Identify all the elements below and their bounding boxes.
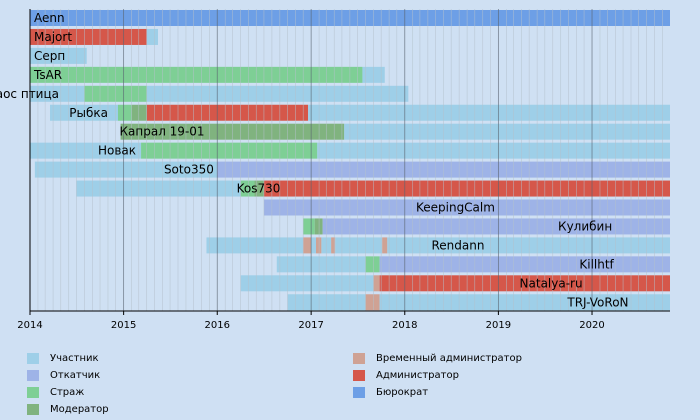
x-tick-label-2017: 2017 bbox=[298, 320, 323, 331]
legend-label-rollbacker: Откатчик bbox=[50, 370, 101, 381]
bar-Капрал 19-01-participant-1 bbox=[344, 123, 670, 140]
user-label-Killhtf: Killhtf bbox=[579, 257, 614, 271]
legend-label-admin: Администратор bbox=[376, 370, 459, 381]
user-label-Новак: Новак bbox=[98, 144, 136, 158]
user-label-TsAR: TsAR bbox=[33, 68, 62, 82]
user-label-Majort: Majort bbox=[34, 30, 72, 44]
legend-swatch-bureaucrat bbox=[353, 387, 365, 398]
user-label-TRJ-VoRoN: TRJ-VoRoN bbox=[566, 295, 628, 309]
legend-item-temp_admin: Временный администратор bbox=[353, 353, 522, 364]
bar-Хаос птица-participant-2 bbox=[146, 85, 409, 102]
legend-label-moderator: Модератор bbox=[50, 404, 109, 415]
user-label-Rendann: Rendann bbox=[432, 238, 485, 252]
bar-Рыбка-participant-0 bbox=[50, 104, 118, 121]
bar-Кулибин-patroller-0 bbox=[303, 218, 315, 235]
user-label-Рыбка: Рыбка bbox=[69, 106, 108, 120]
bar-Рыбка-participant-4 bbox=[308, 104, 670, 121]
bar-Rendann-temp_admin-7 bbox=[382, 237, 388, 254]
bar-Кулибин-rollbacker-2 bbox=[322, 218, 670, 235]
legend-label-participant: Участник bbox=[50, 353, 99, 364]
legend-item-patroller: Страж bbox=[27, 387, 84, 398]
user-label-Серп: Серп bbox=[34, 49, 65, 63]
bar-Soto350-participant-0 bbox=[34, 161, 217, 178]
user-label-Natalya-ru: Natalya-ru bbox=[520, 276, 583, 290]
bar-Majort-participant-1 bbox=[146, 28, 158, 45]
x-tick-label-2014: 2014 bbox=[17, 320, 42, 331]
bar-Natalya-ru-participant-0 bbox=[240, 275, 374, 292]
bar-Rendann-participant-8 bbox=[387, 237, 670, 254]
user-label-Кулибин: Кулибин bbox=[558, 219, 612, 233]
bar-Rendann-temp_admin-5 bbox=[331, 237, 336, 254]
bar-Кулибин-moderator-1 bbox=[314, 218, 323, 235]
legend-swatch-temp_admin bbox=[353, 353, 365, 364]
legend-item-bureaucrat: Бюрократ bbox=[353, 387, 428, 398]
legend-label-temp_admin: Временный администратор bbox=[376, 353, 522, 364]
bar-Rendann-participant-6 bbox=[335, 237, 383, 254]
x-tick-label-2020: 2020 bbox=[579, 320, 604, 331]
bar-TRJ-VoRoN-participant-2 bbox=[379, 294, 670, 311]
bar-Killhtf-rollbacker-2 bbox=[379, 256, 670, 273]
legend-swatch-rollbacker bbox=[27, 370, 39, 381]
legend-swatch-moderator bbox=[27, 404, 39, 415]
bar-Хаос птица-participant-0 bbox=[30, 85, 85, 102]
legend-swatch-patroller bbox=[27, 387, 39, 398]
legend-item-moderator: Модератор bbox=[27, 404, 109, 415]
bar-Natalya-ru-admin-2 bbox=[379, 275, 670, 292]
bar-Рыбка-moderator-2 bbox=[131, 104, 147, 121]
legend-item-participant: Участник bbox=[27, 353, 99, 364]
bar-Kos730-participant-0 bbox=[76, 180, 241, 197]
user-label-KeepingCalm: KeepingCalm bbox=[416, 201, 495, 215]
bar-Killhtf-patroller-1 bbox=[365, 256, 380, 273]
bar-Killhtf-participant-0 bbox=[276, 256, 366, 273]
legend-item-admin: Администратор bbox=[353, 370, 459, 381]
x-tick-label-2018: 2018 bbox=[392, 320, 417, 331]
legend-item-rollbacker: Откатчик bbox=[27, 370, 100, 381]
bar-Kos730-moderator-2 bbox=[254, 180, 264, 197]
user-label-Aenn: Aenn bbox=[34, 11, 65, 25]
bar-Majort-admin-0 bbox=[30, 28, 147, 45]
bar-TsAR-patroller-0 bbox=[30, 66, 363, 83]
bar-Новак-participant-2 bbox=[317, 142, 670, 159]
bar-Natalya-ru-temp_admin-1 bbox=[373, 275, 380, 292]
grid-layer bbox=[29, 9, 663, 311]
bar-Новак-participant-0 bbox=[30, 142, 142, 159]
bar-Rendann-participant-2 bbox=[311, 237, 317, 254]
x-tick-label-2015: 2015 bbox=[111, 320, 136, 331]
bar-Rendann-participant-0 bbox=[206, 237, 304, 254]
user-label-Soto350: Soto350 bbox=[164, 163, 214, 177]
bar-Рыбка-admin-3 bbox=[146, 104, 309, 121]
legend-label-bureaucrat: Бюрократ bbox=[376, 387, 429, 398]
bar-TRJ-VoRoN-temp_admin-1 bbox=[365, 294, 380, 311]
user-label-Kos730: Kos730 bbox=[237, 182, 281, 196]
bar-Kos730-patroller-1 bbox=[240, 180, 255, 197]
legend-swatch-participant bbox=[27, 353, 39, 364]
legend-label-patroller: Страж bbox=[50, 387, 85, 398]
x-tick-label-2016: 2016 bbox=[205, 320, 230, 331]
axis-layer: 2014 2015 2016 2017 2018 2019 2020 bbox=[17, 9, 670, 331]
bar-Рыбка-patroller-1 bbox=[117, 104, 132, 121]
bar-Серп-participant-0 bbox=[30, 47, 87, 64]
bar-Rendann-temp_admin-3 bbox=[316, 237, 322, 254]
bar-Rendann-temp_admin-1 bbox=[303, 237, 312, 254]
bar-Новак-patroller-1 bbox=[141, 142, 318, 159]
x-tick-label-2019: 2019 bbox=[486, 320, 511, 331]
legend-swatch-admin bbox=[353, 370, 365, 381]
user-label-Капрал 19-01: Капрал 19-01 bbox=[120, 125, 205, 139]
